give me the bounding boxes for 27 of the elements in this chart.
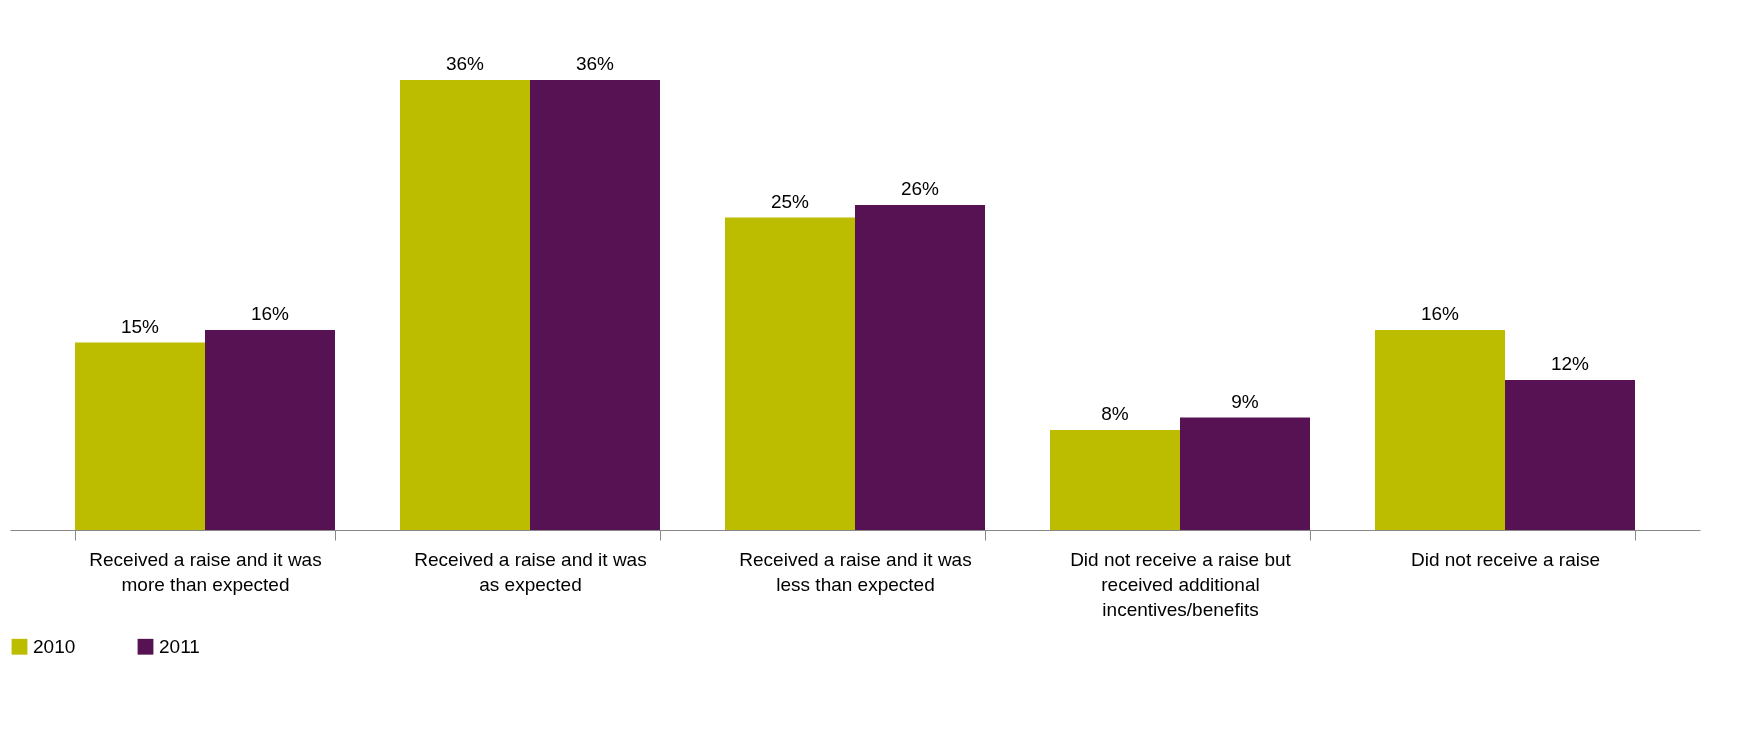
bar xyxy=(1180,417,1310,530)
data-label: 16% xyxy=(250,303,290,324)
bar xyxy=(75,342,205,530)
data-label: 15% xyxy=(120,315,160,337)
x-tick-label: Received a raise and it was as expected xyxy=(414,548,647,595)
bar xyxy=(855,205,985,530)
bar xyxy=(1375,330,1505,530)
bar xyxy=(1050,430,1180,530)
data-label: 16% xyxy=(1420,303,1460,324)
x-tick-label: Received a raise and it was more than expected xyxy=(89,548,322,595)
bar xyxy=(205,330,335,530)
bar xyxy=(1505,380,1635,530)
x-tick-label: Did not receive a raise but received additional incentives/benefits xyxy=(1070,548,1292,620)
legend-label: 2010 xyxy=(33,635,76,657)
data-label: 8% xyxy=(1101,403,1129,424)
x-tick-label: Received a raise and it was less than expected xyxy=(739,548,972,595)
x-tick-label: Did not receive a raise xyxy=(1410,548,1601,570)
bar xyxy=(400,80,530,530)
data-label: 9% xyxy=(1231,390,1259,412)
data-label: 26% xyxy=(900,178,940,199)
bar xyxy=(530,80,660,530)
data-label: 25% xyxy=(770,190,810,212)
data-label: 36% xyxy=(445,53,485,74)
data-label: 12% xyxy=(1550,353,1590,374)
bar xyxy=(725,217,855,530)
data-label: 36% xyxy=(575,53,615,74)
legend-label: 2011 xyxy=(159,635,200,657)
